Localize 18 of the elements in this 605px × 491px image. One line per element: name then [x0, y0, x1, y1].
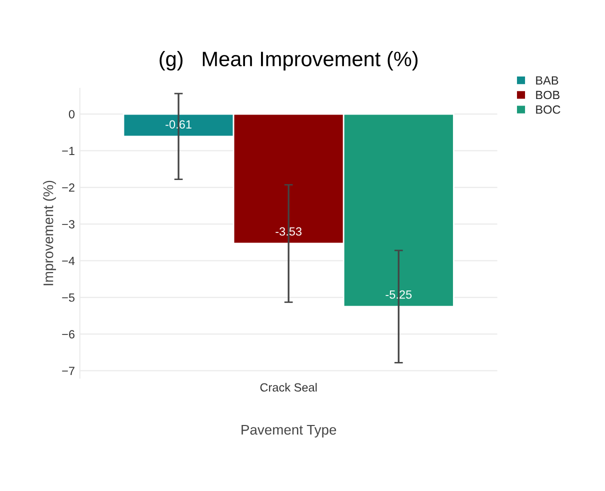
y-tick-label: −5 — [62, 294, 75, 302]
y-tick-label: 0 — [68, 110, 75, 118]
y-tick-label: −6 — [62, 330, 74, 338]
y-tick-label: −7 — [62, 366, 74, 376]
y-tick-label: −2 — [62, 183, 74, 192]
data-label: -3.53 — [276, 227, 302, 236]
y-axis-title: Improvement (%) — [43, 180, 56, 286]
y-tick-label: −4 — [62, 256, 75, 266]
legend-label: BOB — [536, 90, 560, 100]
y-tick-label: −3 — [62, 220, 74, 228]
data-label: -5.25 — [386, 290, 412, 299]
legend-label: BOC — [536, 105, 560, 114]
data-label: -0.61 — [166, 120, 192, 129]
y-tick-label: −1 — [62, 146, 74, 155]
chart-title: (g) Mean Improvement (%) — [160, 51, 418, 70]
legend-label: BAB — [536, 76, 558, 84]
x-axis-title: Pavement Type — [242, 425, 336, 438]
x-tick-label: Crack Seal — [260, 382, 317, 392]
